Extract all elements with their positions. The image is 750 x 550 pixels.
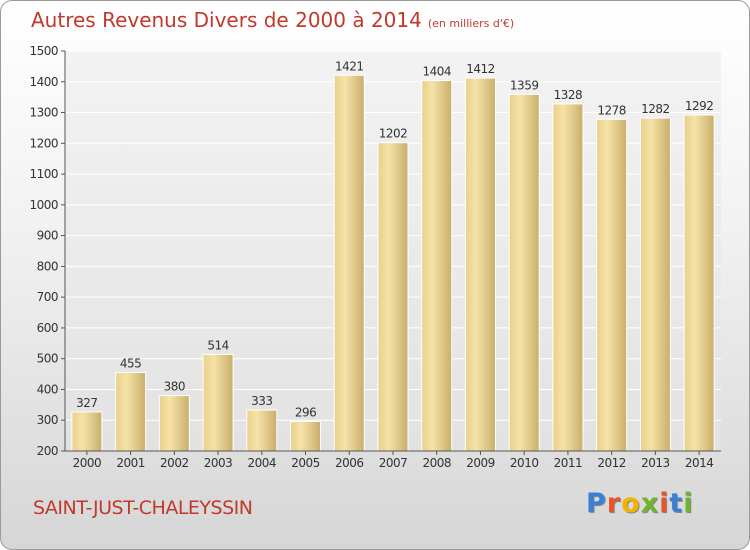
chart-title: Autres Revenus Divers de 2000 à 2014 (en … xyxy=(31,8,514,32)
y-tick-label: 1200 xyxy=(29,136,58,150)
chart-unit: (en milliers d'€) xyxy=(427,17,515,30)
y-tick-label: 1500 xyxy=(29,44,58,58)
x-tick-label: 2013 xyxy=(641,456,670,470)
bar-2013 xyxy=(639,117,671,452)
x-tick-label: 2009 xyxy=(466,456,495,470)
bar-2014 xyxy=(683,114,715,452)
x-tick-label: 2008 xyxy=(422,456,451,470)
logo-letter: i xyxy=(659,488,670,519)
x-tick-label: 2014 xyxy=(685,456,714,470)
data-label: 1292 xyxy=(685,99,714,113)
x-tick-label: 2002 xyxy=(160,456,189,470)
y-tick-label: 900 xyxy=(37,229,58,243)
x-tick-label: 2006 xyxy=(335,456,364,470)
bar-2012 xyxy=(596,118,628,452)
y-tick-label: 400 xyxy=(37,382,58,396)
bar-2005 xyxy=(290,420,322,452)
logo-letter: i xyxy=(683,488,694,519)
bar-2004 xyxy=(246,409,278,452)
bar-2001 xyxy=(115,372,147,452)
logo-letter: t xyxy=(669,488,684,519)
x-tick-label: 2003 xyxy=(204,456,233,470)
bar-2007 xyxy=(377,142,409,452)
x-tick-label: 2005 xyxy=(291,456,320,470)
data-labels: 327 455 380 514 333 296 1421 1202 1404 1412 1359 13… xyxy=(76,59,714,419)
x-tick-label: 2011 xyxy=(554,456,583,470)
data-label: 1328 xyxy=(554,88,583,102)
data-label: 514 xyxy=(207,338,228,352)
data-label: 1202 xyxy=(379,127,408,141)
data-label: 1421 xyxy=(335,59,364,73)
bar-2006 xyxy=(333,74,365,452)
bar-2009 xyxy=(464,77,496,452)
y-tick-label: 1300 xyxy=(29,106,58,120)
data-label: 327 xyxy=(76,396,97,410)
bar-2002 xyxy=(158,395,190,452)
x-tick-label: 2004 xyxy=(248,456,277,470)
chart-title-text: Autres Revenus Divers de 2000 à 2014 xyxy=(31,8,422,32)
y-tick-label: 200 xyxy=(37,444,58,458)
logo-letter: x xyxy=(640,488,660,519)
x-tick-label: 2012 xyxy=(597,456,626,470)
y-tick-label: 500 xyxy=(37,352,58,366)
proxiti-logo: Proxiti xyxy=(586,488,694,519)
y-tick-label: 300 xyxy=(37,413,58,427)
bar-2010 xyxy=(508,93,540,452)
data-label: 455 xyxy=(120,357,141,371)
data-label: 1278 xyxy=(597,103,626,117)
data-label: 380 xyxy=(164,380,185,394)
data-label: 1359 xyxy=(510,78,539,92)
logo-letter: o xyxy=(621,488,641,519)
bar-2003 xyxy=(202,353,234,452)
data-label: 1412 xyxy=(466,62,495,76)
town-name: SAINT-JUST-CHALEYSSIN xyxy=(33,497,253,519)
bar-2000 xyxy=(71,411,103,452)
data-label: 333 xyxy=(251,394,272,408)
data-label: 1404 xyxy=(422,65,451,79)
y-tick-label: 1400 xyxy=(29,75,58,89)
data-label: 296 xyxy=(295,405,316,419)
x-tick-label: 2001 xyxy=(116,456,145,470)
x-tick-label: 2010 xyxy=(510,456,539,470)
x-tick-label: 2007 xyxy=(379,456,408,470)
y-tick-label: 600 xyxy=(37,321,58,335)
bar-2008 xyxy=(421,80,453,452)
logo-letter: P xyxy=(586,488,607,519)
data-label: 1282 xyxy=(641,102,670,116)
y-tick-label: 1000 xyxy=(29,198,58,212)
logo-letter: r xyxy=(606,488,622,519)
y-tick-label: 700 xyxy=(37,290,58,304)
y-tick-label: 1100 xyxy=(29,167,58,181)
bar-2011 xyxy=(552,103,584,452)
axes: 2000 2001 2002 2003 2004 2005 2006 2007 2008 2009… xyxy=(64,51,721,470)
x-tick-label: 2000 xyxy=(73,456,102,470)
y-tick-label: 800 xyxy=(37,259,58,273)
